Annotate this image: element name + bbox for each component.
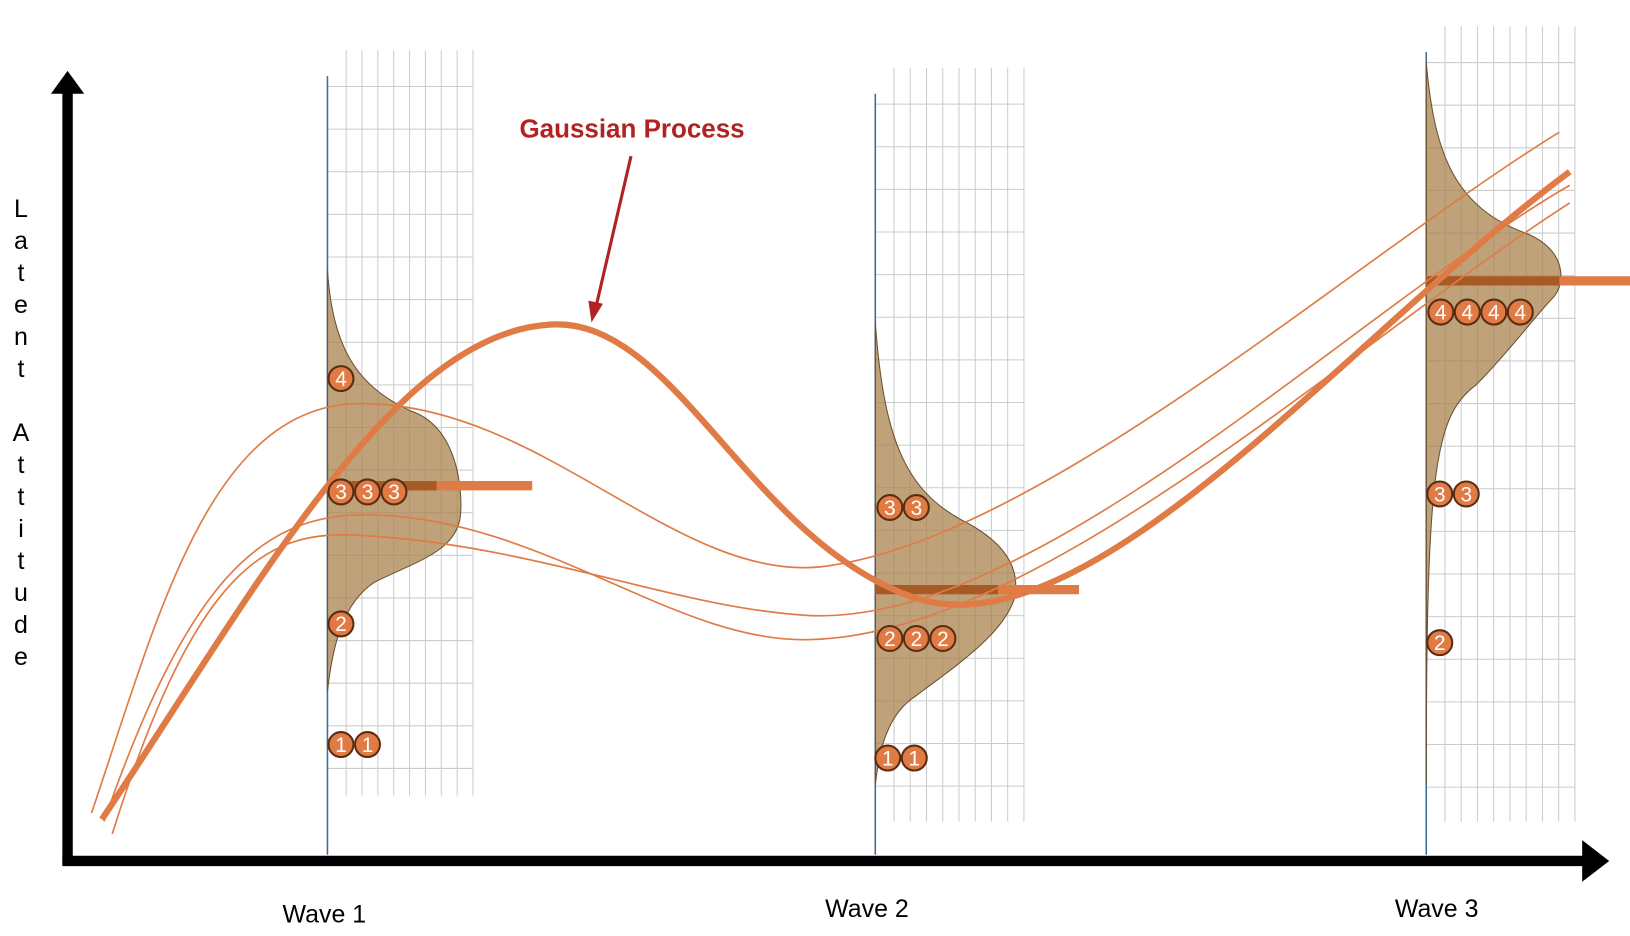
response-dot	[327, 610, 355, 638]
sample-curve	[111, 184, 1571, 835]
response-label: 4	[1435, 301, 1447, 324]
response-label: 2	[1434, 632, 1446, 655]
y-arrow	[50, 70, 85, 94]
density	[874, 322, 1017, 786]
response-dot	[327, 365, 355, 393]
response-dot	[1453, 298, 1481, 326]
response-dot	[1427, 298, 1455, 326]
sample-curve	[90, 131, 1560, 814]
response-dot	[902, 493, 930, 522]
response-dot	[1506, 298, 1534, 326]
response-label: 4	[1488, 301, 1500, 324]
response-dot	[876, 493, 904, 522]
response-dot	[353, 731, 381, 759]
title: Gaussian Process	[519, 113, 744, 143]
y-axis-label: Latent Attitude	[7, 195, 35, 675]
response-dot	[929, 624, 957, 652]
response-label: 3	[388, 481, 400, 504]
response-label: 3	[1460, 483, 1472, 506]
response-label: 4	[335, 368, 347, 391]
response-label: 3	[362, 481, 374, 504]
grids	[326, 26, 1576, 855]
response-label: 2	[911, 628, 923, 651]
response-dot	[327, 731, 355, 759]
response-dot	[900, 744, 928, 772]
response-label: 2	[335, 613, 347, 636]
x-arrow	[1582, 840, 1610, 882]
response-label: 4	[1462, 301, 1474, 324]
response-dot	[327, 478, 355, 506]
response-label: 2	[884, 628, 896, 651]
response-label: 1	[335, 734, 347, 757]
response-label: 2	[937, 628, 949, 651]
response-dot	[353, 478, 381, 506]
response-dot	[902, 624, 930, 652]
response-dot	[1452, 480, 1480, 508]
response-label: 4	[1515, 301, 1527, 324]
response-dot	[874, 744, 902, 772]
response-dot	[876, 624, 904, 652]
response-label: 3	[884, 497, 896, 520]
sample-curve	[103, 202, 1571, 822]
responses: 43 3 321 13 32 2 21 14 4 4 43 32	[327, 298, 1534, 772]
arrow-head	[588, 300, 603, 323]
response-label: 1	[882, 747, 894, 770]
response-label: 3	[1434, 483, 1446, 506]
response-dot	[1480, 298, 1508, 326]
response-dot	[380, 478, 408, 506]
wave-label: Wave 2	[825, 895, 909, 923]
response-dot	[1426, 480, 1454, 508]
response-dot	[1426, 629, 1454, 657]
densities	[326, 62, 1562, 786]
arrow-shaft	[595, 155, 633, 305]
response-label: 1	[908, 747, 920, 770]
gp-curve	[99, 169, 1572, 822]
response-label: 3	[911, 497, 923, 520]
wave-label: Wave 3	[1395, 895, 1479, 923]
curves	[90, 131, 1572, 835]
wave-label: Wave 1	[283, 900, 367, 928]
response-label: 1	[362, 734, 374, 757]
response-label: 3	[335, 481, 347, 504]
axes	[50, 70, 1610, 882]
